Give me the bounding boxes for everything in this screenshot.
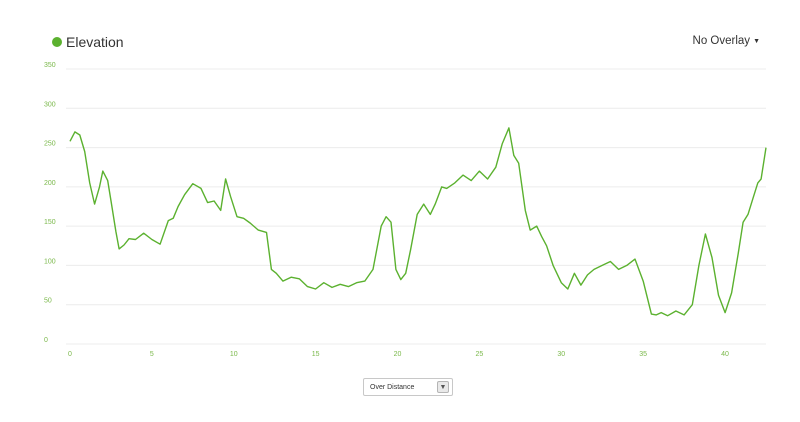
legend-label: Elevation: [66, 34, 124, 50]
y-tick-label: 200: [44, 180, 56, 187]
y-tick-label: 250: [44, 141, 56, 148]
y-tick-label: 150: [44, 219, 56, 226]
select-value: Over Distance: [370, 383, 415, 391]
x-tick-label: 0: [68, 351, 72, 358]
y-tick-label: 0: [44, 337, 48, 344]
y-tick-label: 300: [44, 101, 56, 108]
y-tick-label: 50: [44, 298, 52, 305]
chart-legend[interactable]: Elevation: [52, 34, 124, 50]
x-tick-label: 15: [312, 351, 320, 358]
x-tick-label: 10: [230, 351, 238, 358]
elevation-series-line[interactable]: [69, 127, 767, 317]
x-tick-label: 35: [639, 351, 647, 358]
x-tick-label: 5: [150, 351, 154, 358]
elevation-legend-dot: [52, 37, 62, 47]
grid-lines: [66, 68, 766, 345]
y-axis-labels: 0 50 100 150 200 250 300 350: [44, 62, 56, 344]
caret-down-icon: ▼: [753, 37, 760, 45]
x-axis-labels: 0 5 10 15 20 25 30 35 40: [68, 351, 729, 358]
distance-time-select[interactable]: Over Distance ▼: [363, 378, 453, 396]
overlay-dropdown[interactable]: No Overlay ▼: [693, 35, 760, 47]
x-tick-label: 30: [557, 351, 565, 358]
x-tick-label: 25: [476, 351, 484, 358]
x-tick-label: 40: [721, 351, 729, 358]
chevron-down-icon[interactable]: ▼: [437, 381, 449, 393]
x-tick-label: 20: [394, 351, 402, 358]
y-tick-label: 350: [44, 62, 56, 69]
y-tick-label: 100: [44, 258, 56, 265]
overlay-label: No Overlay: [692, 35, 751, 47]
